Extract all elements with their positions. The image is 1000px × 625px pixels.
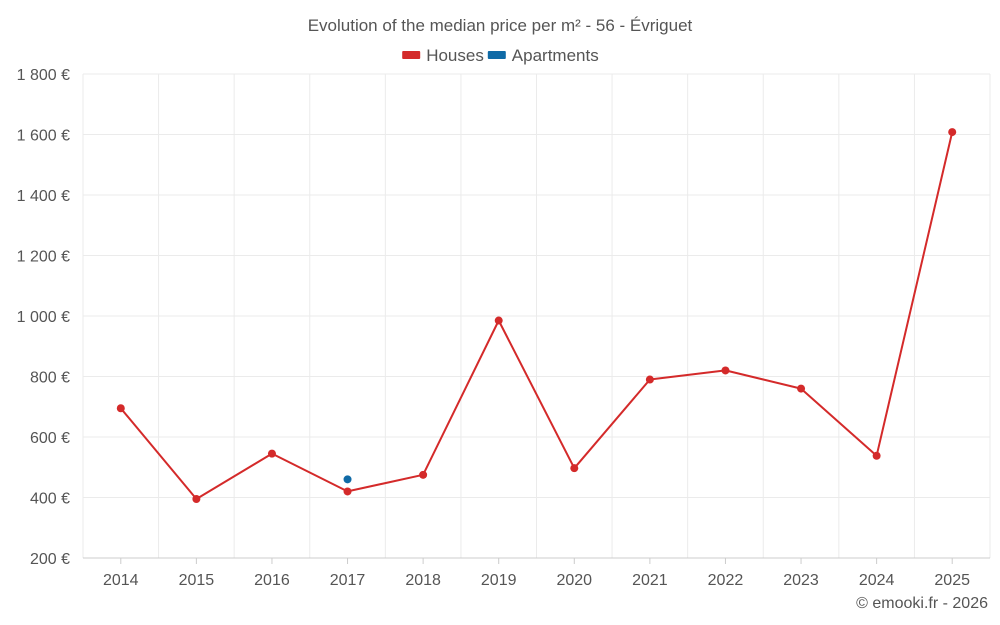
y-tick-label: 1 000 € <box>17 309 70 326</box>
x-tick-label: 2024 <box>859 572 895 589</box>
houses-point-2021[interactable] <box>645 375 654 384</box>
apartments-point-2017[interactable] <box>343 475 352 484</box>
x-tick-label: 2025 <box>934 572 970 589</box>
x-tick-label: 2022 <box>708 572 744 589</box>
houses-point-2020[interactable] <box>570 464 579 473</box>
x-tick-label: 2017 <box>330 572 366 589</box>
credit-text: © emooki.fr - 2026 <box>856 595 988 612</box>
houses-point-2025[interactable] <box>948 128 957 137</box>
apartments-legend-swatch[interactable] <box>487 51 506 59</box>
x-tick-label: 2015 <box>179 572 215 589</box>
y-tick-label: 400 € <box>30 491 70 508</box>
y-tick-label: 600 € <box>30 430 70 447</box>
chart-title: Evolution of the median price per m² - 5… <box>308 16 693 35</box>
houses-point-2024[interactable] <box>872 451 881 460</box>
houses-point-2018[interactable] <box>419 470 428 479</box>
y-tick-label: 1 400 € <box>17 188 70 205</box>
houses-point-2017[interactable] <box>343 487 352 496</box>
houses-point-2016[interactable] <box>267 449 276 458</box>
houses-series-line <box>120 131 954 500</box>
grid <box>82 73 991 558</box>
x-tick-label: 2016 <box>254 572 290 589</box>
houses-point-2015[interactable] <box>192 495 201 504</box>
houses-point-2022[interactable] <box>721 366 730 375</box>
series <box>116 128 957 504</box>
y-tick-label: 200 € <box>30 551 70 568</box>
x-tick-label: 2020 <box>556 572 592 589</box>
x-tick-label: 2014 <box>103 572 139 589</box>
y-tick-label: 800 € <box>30 370 70 387</box>
houses-point-2019[interactable] <box>494 316 503 325</box>
houses-point-2023[interactable] <box>797 384 806 393</box>
x-tick-label: 2018 <box>405 572 441 589</box>
houses-legend-swatch[interactable] <box>402 51 421 59</box>
apartments-legend-label[interactable]: Apartments <box>512 46 599 65</box>
axes: 200 € 400 € 600 € 800 € 1 000 € 1 200 € 1 400 … <box>17 67 990 589</box>
legend: Houses Apartments <box>402 46 599 65</box>
x-tick-label: 2019 <box>481 572 517 589</box>
houses-legend-label[interactable]: Houses <box>426 46 484 65</box>
y-tick-label: 1 600 € <box>17 128 70 145</box>
y-tick-label: 1 800 € <box>17 67 70 84</box>
y-tick-label: 1 200 € <box>17 249 70 266</box>
x-tick-label: 2023 <box>783 572 819 589</box>
houses-point-2014[interactable] <box>116 404 125 413</box>
x-tick-label: 2021 <box>632 572 668 589</box>
